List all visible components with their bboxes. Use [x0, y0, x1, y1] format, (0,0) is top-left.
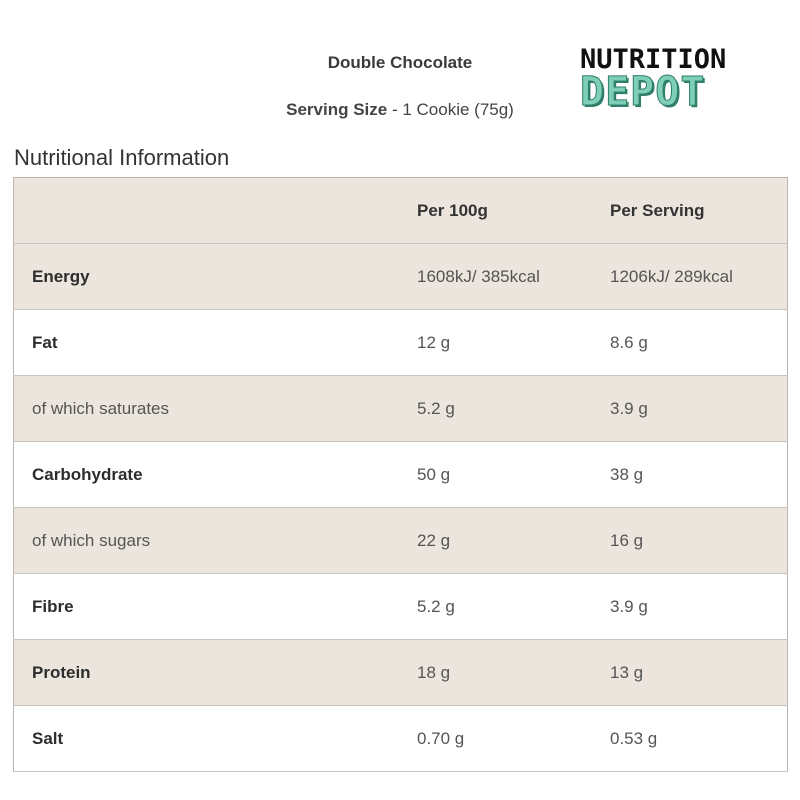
header-label	[13, 177, 417, 244]
table-row: of which saturates 5.2 g 3.9 g	[13, 375, 788, 442]
serving-size-value: - 1 Cookie (75g)	[387, 100, 514, 119]
table-row: Carbohydrate 50 g 38 g	[13, 441, 788, 508]
section-title: Nutritional Information	[14, 145, 230, 170]
row-label: Carbohydrate	[13, 441, 417, 508]
row-label: Fibre	[13, 573, 417, 640]
row-per-serving: 3.9 g	[610, 375, 788, 442]
table-header-row: Per 100g Per Serving	[13, 177, 788, 244]
row-per-serving: 16 g	[610, 507, 788, 574]
row-per-serving: 13 g	[610, 639, 788, 706]
row-per-serving: 0.53 g	[610, 705, 788, 772]
row-per-serving: 3.9 g	[610, 573, 788, 640]
row-per-100g: 1608kJ/ 385kcal	[417, 243, 610, 310]
header-per-serving: Per Serving	[610, 177, 788, 244]
table-row: Fibre 5.2 g 3.9 g	[13, 573, 788, 640]
serving-size-label: Serving Size	[286, 100, 388, 119]
row-per-100g: 50 g	[417, 441, 610, 508]
row-label: Protein	[13, 639, 417, 706]
row-per-100g: 5.2 g	[417, 573, 610, 640]
row-per-serving: 1206kJ/ 289kcal	[610, 243, 788, 310]
product-name: Double Chocolate	[327, 53, 473, 72]
table-row: Energy 1608kJ/ 385kcal 1206kJ/ 289kcal	[13, 243, 788, 310]
header-per-100g: Per 100g	[417, 177, 610, 244]
row-per-100g: 18 g	[417, 639, 610, 706]
nutrition-table: Per 100g Per Serving Energy 1608kJ/ 385k…	[13, 177, 788, 772]
logo-line-1: NUTRITION	[580, 44, 727, 75]
row-per-100g: 12 g	[417, 309, 610, 376]
table-row: of which sugars 22 g 16 g	[13, 507, 788, 574]
table-row: Salt 0.70 g 0.53 g	[13, 705, 788, 772]
row-label: Fat	[13, 309, 417, 376]
row-per-100g: 5.2 g	[417, 375, 610, 442]
logo-line-2: DEPOT	[580, 69, 706, 115]
brand-logo: NUTRITION DEPOT	[580, 44, 760, 115]
row-per-100g: 22 g	[417, 507, 610, 574]
row-label: of which saturates	[13, 375, 417, 442]
row-label: of which sugars	[13, 507, 417, 574]
serving-size: Serving Size - 1 Cookie (75g)	[200, 100, 600, 120]
row-per-100g: 0.70 g	[417, 705, 610, 772]
row-per-serving: 8.6 g	[610, 309, 788, 376]
row-label: Energy	[13, 243, 417, 310]
table-row: Fat 12 g 8.6 g	[13, 309, 788, 376]
row-label: Salt	[13, 705, 417, 772]
row-per-serving: 38 g	[610, 441, 788, 508]
table-row: Protein 18 g 13 g	[13, 639, 788, 706]
